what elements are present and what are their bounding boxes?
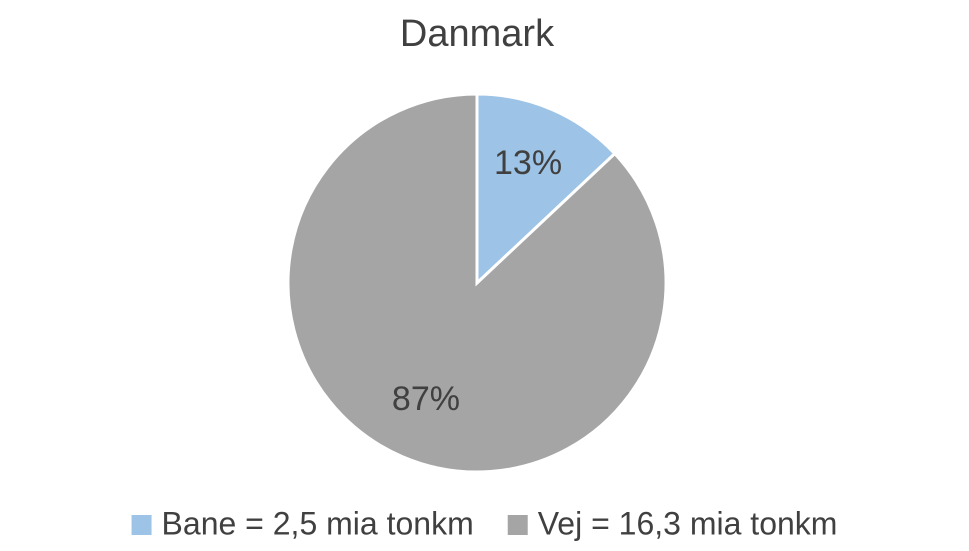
legend-label: Vej = 16,3 mia tonkm	[538, 505, 838, 541]
data-label: 13%	[494, 144, 562, 182]
legend-swatch	[507, 515, 528, 535]
chart-title: Danmark	[400, 13, 555, 55]
data-label: 87%	[392, 380, 460, 418]
legend-swatch	[131, 515, 152, 535]
pie-slice	[475, 92, 617, 287]
legend-label: Bane = 2,5 mia tonkm	[162, 505, 474, 541]
pie-slice	[286, 92, 668, 474]
